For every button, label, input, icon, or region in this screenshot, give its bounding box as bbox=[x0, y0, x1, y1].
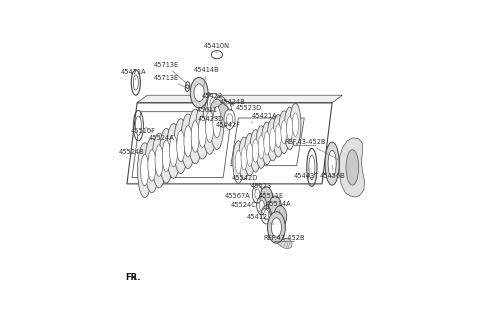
Text: 45510F: 45510F bbox=[131, 128, 156, 134]
Ellipse shape bbox=[267, 212, 285, 243]
Text: 45423D: 45423D bbox=[198, 115, 224, 121]
Ellipse shape bbox=[328, 150, 336, 177]
Ellipse shape bbox=[247, 143, 253, 166]
Text: 45514A: 45514A bbox=[266, 201, 292, 214]
Ellipse shape bbox=[133, 75, 138, 90]
Ellipse shape bbox=[184, 126, 192, 157]
Ellipse shape bbox=[255, 189, 260, 199]
Text: 45567A: 45567A bbox=[225, 193, 259, 204]
Ellipse shape bbox=[235, 150, 241, 174]
Ellipse shape bbox=[346, 150, 359, 185]
Ellipse shape bbox=[271, 218, 281, 237]
Text: FR.: FR. bbox=[126, 273, 141, 282]
Ellipse shape bbox=[260, 187, 273, 209]
Ellipse shape bbox=[194, 84, 204, 102]
Ellipse shape bbox=[169, 135, 178, 167]
Ellipse shape bbox=[227, 114, 233, 125]
Ellipse shape bbox=[250, 130, 261, 172]
Text: 45442F: 45442F bbox=[216, 119, 241, 128]
Ellipse shape bbox=[261, 122, 273, 164]
Ellipse shape bbox=[244, 133, 255, 176]
Text: 45713E: 45713E bbox=[154, 75, 185, 87]
Ellipse shape bbox=[195, 104, 210, 159]
Ellipse shape bbox=[210, 98, 216, 109]
Ellipse shape bbox=[162, 140, 170, 171]
Text: 45524C: 45524C bbox=[230, 202, 264, 213]
Ellipse shape bbox=[138, 143, 152, 197]
Ellipse shape bbox=[278, 111, 289, 153]
Text: 45523D: 45523D bbox=[229, 105, 262, 112]
Ellipse shape bbox=[267, 118, 278, 161]
Ellipse shape bbox=[325, 142, 339, 185]
Ellipse shape bbox=[213, 106, 221, 138]
Ellipse shape bbox=[284, 107, 295, 150]
Ellipse shape bbox=[155, 145, 163, 176]
Ellipse shape bbox=[273, 114, 284, 157]
Ellipse shape bbox=[177, 130, 185, 162]
Text: REF.43-452B: REF.43-452B bbox=[263, 235, 305, 241]
Ellipse shape bbox=[264, 210, 269, 220]
Ellipse shape bbox=[259, 200, 264, 211]
Ellipse shape bbox=[205, 111, 214, 142]
Ellipse shape bbox=[188, 109, 202, 164]
Ellipse shape bbox=[210, 95, 224, 149]
Text: 45524B: 45524B bbox=[119, 149, 145, 155]
Ellipse shape bbox=[181, 114, 195, 169]
Ellipse shape bbox=[287, 117, 293, 140]
Ellipse shape bbox=[241, 147, 247, 170]
Ellipse shape bbox=[224, 109, 235, 129]
Text: 45523: 45523 bbox=[251, 183, 272, 194]
Text: 45524A: 45524A bbox=[146, 127, 174, 141]
Text: 45422: 45422 bbox=[202, 93, 223, 102]
Ellipse shape bbox=[198, 116, 206, 147]
Ellipse shape bbox=[145, 138, 159, 193]
Text: 45421A: 45421A bbox=[251, 113, 278, 123]
Text: REF.43-452B: REF.43-452B bbox=[285, 139, 338, 160]
Ellipse shape bbox=[167, 124, 180, 178]
Polygon shape bbox=[339, 138, 364, 197]
Ellipse shape bbox=[269, 196, 281, 218]
Ellipse shape bbox=[207, 93, 219, 114]
Ellipse shape bbox=[256, 126, 267, 168]
Ellipse shape bbox=[252, 139, 259, 163]
Text: 45511E: 45511E bbox=[259, 193, 284, 204]
Ellipse shape bbox=[214, 96, 227, 119]
Ellipse shape bbox=[159, 128, 173, 183]
Ellipse shape bbox=[275, 124, 281, 147]
Ellipse shape bbox=[152, 133, 166, 188]
Ellipse shape bbox=[233, 141, 244, 183]
Ellipse shape bbox=[190, 78, 208, 108]
Text: 45456B: 45456B bbox=[319, 165, 345, 179]
Ellipse shape bbox=[292, 113, 299, 136]
Ellipse shape bbox=[141, 155, 149, 186]
Ellipse shape bbox=[148, 150, 156, 181]
Ellipse shape bbox=[274, 206, 287, 228]
Ellipse shape bbox=[203, 99, 217, 154]
Ellipse shape bbox=[191, 121, 199, 152]
Text: 45611: 45611 bbox=[196, 107, 217, 113]
Text: 45443T: 45443T bbox=[294, 168, 319, 179]
Polygon shape bbox=[137, 95, 342, 103]
Text: 45542D: 45542D bbox=[232, 175, 258, 190]
Ellipse shape bbox=[210, 99, 224, 123]
Polygon shape bbox=[277, 238, 292, 248]
Ellipse shape bbox=[135, 116, 142, 135]
Ellipse shape bbox=[290, 103, 301, 146]
Ellipse shape bbox=[270, 128, 276, 151]
Text: 45424B: 45424B bbox=[220, 99, 245, 105]
Ellipse shape bbox=[216, 104, 229, 127]
Text: 45713E: 45713E bbox=[154, 62, 186, 83]
Text: 45412: 45412 bbox=[247, 214, 274, 225]
Ellipse shape bbox=[264, 132, 270, 155]
Ellipse shape bbox=[239, 137, 250, 180]
Text: 45471A: 45471A bbox=[120, 69, 146, 80]
Ellipse shape bbox=[221, 102, 232, 122]
Ellipse shape bbox=[309, 155, 315, 180]
Ellipse shape bbox=[281, 120, 287, 144]
Ellipse shape bbox=[258, 136, 264, 159]
Text: 45414B: 45414B bbox=[194, 67, 219, 88]
Ellipse shape bbox=[174, 119, 188, 173]
Ellipse shape bbox=[223, 106, 229, 117]
Text: 45410N: 45410N bbox=[204, 43, 230, 53]
